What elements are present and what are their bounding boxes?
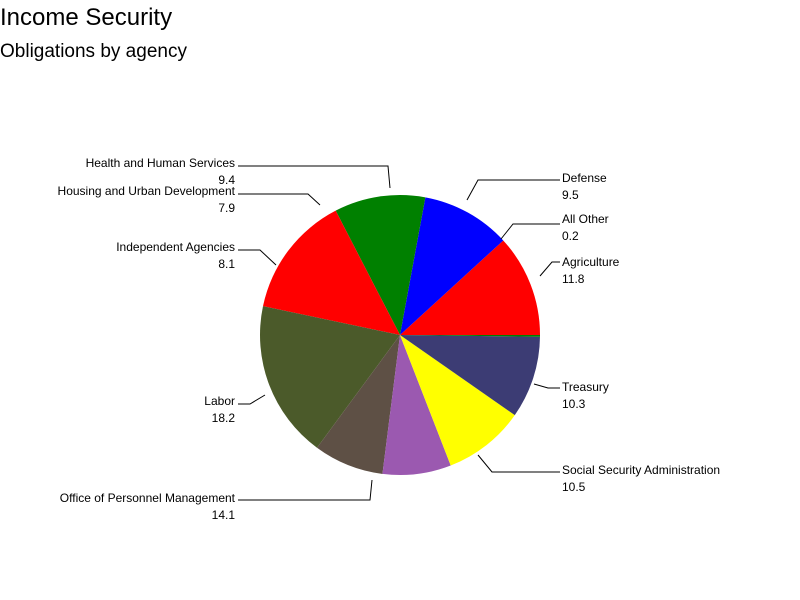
pie-slice-office-of-personnel-management bbox=[263, 210, 400, 335]
pie-slice-health-and-human-services bbox=[400, 335, 515, 466]
pie-slice-defense bbox=[400, 335, 540, 416]
leader-line bbox=[500, 223, 560, 240]
leader-line bbox=[533, 383, 560, 389]
slice-value-label: 9.5 bbox=[562, 188, 579, 202]
slice-value-label: 9.4 bbox=[218, 173, 235, 187]
pie-slice-agriculture bbox=[400, 240, 540, 335]
pie-slice-labor bbox=[260, 306, 400, 448]
leader-line bbox=[477, 454, 560, 473]
slice-value-label: 10.3 bbox=[562, 397, 586, 411]
slice-label: Defense bbox=[562, 171, 607, 185]
slice-value-label: 14.1 bbox=[212, 508, 236, 522]
slice-value-label: 18.2 bbox=[212, 411, 236, 425]
chart-title: Income Security bbox=[0, 4, 173, 31]
leader-line bbox=[238, 479, 373, 501]
slice-label: Health and Human Services bbox=[86, 156, 235, 170]
slice-label: All Other bbox=[562, 212, 609, 226]
leader-line bbox=[539, 261, 560, 277]
pie-slice-treasury bbox=[400, 197, 504, 335]
slice-value-label: 10.5 bbox=[562, 480, 586, 494]
slice-value-label: 7.9 bbox=[218, 201, 235, 215]
slice-label: Treasury bbox=[562, 380, 609, 394]
leader-line bbox=[238, 193, 321, 206]
slice-value-label: 11.8 bbox=[562, 272, 585, 286]
pie-slice-housing-and-urban-development bbox=[382, 335, 451, 476]
leader-line bbox=[238, 249, 277, 266]
slice-value-label: 0.2 bbox=[562, 229, 579, 243]
leader-line bbox=[466, 179, 560, 201]
slice-label: Labor bbox=[204, 394, 235, 408]
pie-slices bbox=[260, 195, 540, 476]
leader-line bbox=[238, 394, 266, 405]
pie-slice-social-security-administration bbox=[335, 195, 426, 335]
slice-label: Agriculture bbox=[562, 255, 620, 269]
slice-label: Independent Agencies bbox=[116, 240, 235, 254]
slice-value-label: 8.1 bbox=[218, 257, 235, 271]
chart-subtitle: Obligations by agency bbox=[0, 41, 187, 62]
slice-label: Office of Personnel Management bbox=[60, 491, 236, 505]
leader-lines bbox=[238, 165, 560, 501]
slice-label: Housing and Urban Development bbox=[58, 184, 236, 198]
slice-label: Social Security Administration bbox=[562, 463, 720, 477]
pie-slice-independent-agencies bbox=[317, 335, 400, 474]
slice-labels: Agriculture 11.8 Treasury 10.3 Social Securi… bbox=[58, 156, 721, 522]
leader-line bbox=[238, 165, 391, 189]
pie-slice-all-other bbox=[400, 335, 540, 337]
